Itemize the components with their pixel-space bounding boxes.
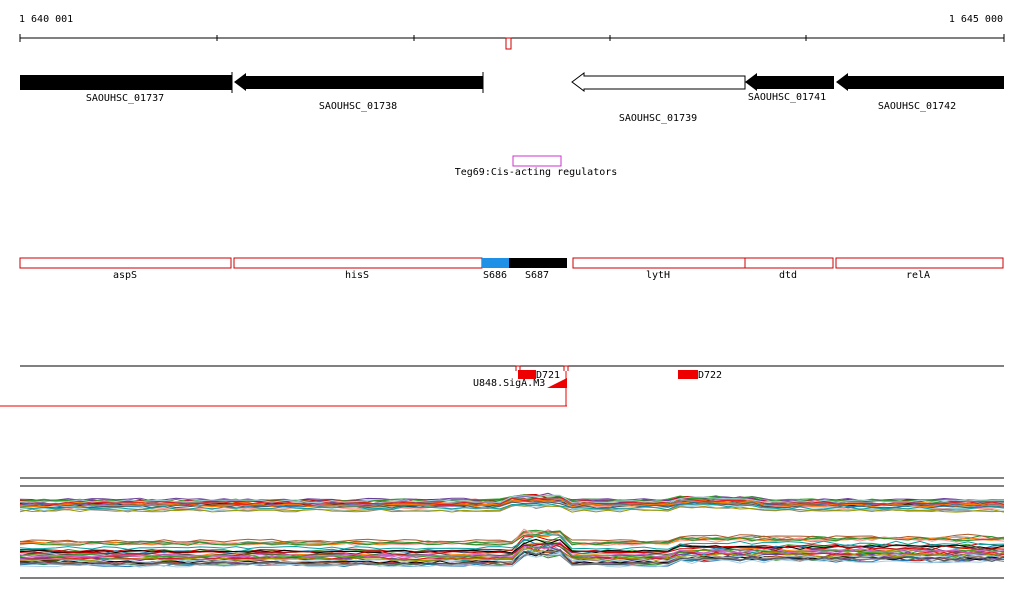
gene-label-saouhsc-01738: SAOUHSC_01738 bbox=[318, 101, 398, 112]
expression-trace bbox=[19, 541, 1005, 558]
expression-trace bbox=[19, 503, 1005, 511]
gene-name-track bbox=[19, 257, 1004, 269]
feature-label-d722: D722 bbox=[698, 370, 723, 381]
regulator-box[interactable] bbox=[512, 155, 562, 167]
expression-trace bbox=[19, 542, 1005, 555]
gene-arrow-saouhsc-01739[interactable] bbox=[571, 72, 746, 92]
gene-arrow-saouhsc-01741[interactable] bbox=[745, 73, 834, 91]
gene-box-rela[interactable] bbox=[835, 257, 1004, 269]
expression-trace bbox=[19, 496, 1005, 505]
expression-trace bbox=[19, 501, 1005, 509]
expression-trace bbox=[19, 549, 1005, 566]
feature-label-d721: D721 bbox=[536, 370, 561, 381]
expression-trace bbox=[19, 494, 1005, 504]
regulator-label: Teg69:Cis-acting regulators bbox=[454, 167, 618, 178]
gene-box-hiss[interactable] bbox=[233, 257, 483, 269]
gene-box-lyth[interactable] bbox=[572, 257, 746, 269]
feature-track bbox=[0, 365, 1004, 407]
expression-trace bbox=[19, 504, 1005, 513]
gene-name-lyth: lytH bbox=[645, 270, 671, 281]
feature-d721[interactable] bbox=[518, 370, 536, 379]
gene-arrow-saouhsc-01742[interactable] bbox=[836, 73, 1004, 91]
feature-u848-triangle[interactable] bbox=[547, 378, 567, 388]
expression-trace bbox=[19, 546, 1005, 562]
expression-trace bbox=[19, 534, 1005, 551]
ruler-start-label: 1 640 001 bbox=[19, 14, 74, 25]
gene-name-s687: S687 bbox=[524, 270, 550, 281]
gene-name-rela: relA bbox=[905, 270, 931, 281]
gene-label-saouhsc-01741: SAOUHSC_01741 bbox=[747, 92, 827, 103]
gene-box-s686[interactable] bbox=[482, 258, 509, 268]
expression-panel bbox=[19, 477, 1005, 579]
gene-name-s686: S686 bbox=[482, 270, 508, 281]
expression-trace bbox=[19, 531, 1005, 543]
gene-arrow-saouhsc-01738[interactable] bbox=[234, 73, 483, 91]
gene-track-top bbox=[20, 72, 1004, 93]
feature-label-u848: U848.SigA.M3 bbox=[473, 378, 546, 389]
gene-name-asps: aspS bbox=[112, 270, 138, 281]
ruler-end-label: 1 645 000 bbox=[948, 14, 1003, 25]
gene-label-saouhsc-01742: SAOUHSC_01742 bbox=[877, 101, 957, 112]
ruler-position-marker[interactable] bbox=[505, 37, 512, 50]
gene-name-hiss: hisS bbox=[344, 270, 370, 281]
gene-box-dtd[interactable] bbox=[744, 257, 834, 269]
gene-name-dtd: dtd bbox=[778, 270, 798, 281]
ruler-axis bbox=[19, 34, 1005, 50]
gene-arrow-saouhsc-01737[interactable] bbox=[20, 75, 232, 90]
gene-label-saouhsc-01737: SAOUHSC_01737 bbox=[85, 93, 165, 104]
gene-box-s687[interactable] bbox=[509, 258, 567, 268]
expression-traces-lower bbox=[19, 528, 1005, 568]
feature-d722[interactable] bbox=[678, 370, 698, 379]
gene-box-asps[interactable] bbox=[19, 257, 232, 269]
gene-label-saouhsc-01739: SAOUHSC_01739 bbox=[618, 113, 698, 124]
expression-traces-upper bbox=[19, 492, 1005, 513]
expression-trace bbox=[19, 530, 1005, 546]
